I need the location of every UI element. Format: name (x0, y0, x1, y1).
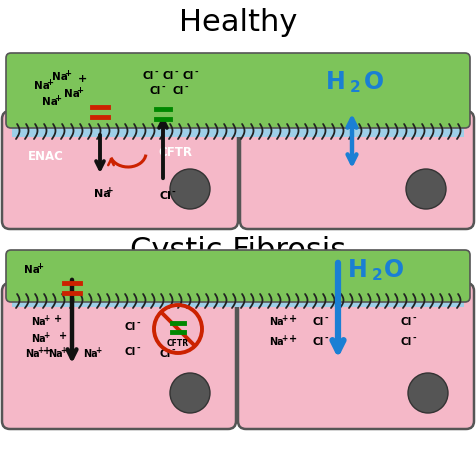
Text: -: - (412, 333, 416, 342)
Text: 2: 2 (350, 79, 361, 94)
Text: Cl: Cl (142, 71, 154, 81)
Text: Cl: Cl (312, 316, 324, 326)
Text: Na: Na (24, 264, 40, 274)
Text: Healthy: Healthy (179, 8, 297, 37)
Text: Cl: Cl (400, 316, 412, 326)
Text: Na: Na (268, 316, 283, 326)
Text: -: - (324, 333, 328, 342)
Text: +: + (106, 185, 114, 195)
Text: Cl: Cl (159, 348, 170, 358)
Text: +: + (281, 333, 287, 342)
Text: -: - (184, 83, 188, 92)
Text: +: + (77, 86, 83, 95)
Text: Na: Na (48, 348, 62, 358)
Text: CFTR: CFTR (158, 145, 192, 158)
Text: +: + (289, 333, 297, 343)
Text: +: + (47, 78, 53, 87)
Text: Na: Na (52, 72, 68, 82)
Text: CFTR: CFTR (167, 338, 189, 347)
Bar (12, 291, 464, 308)
Text: +: + (289, 313, 297, 323)
FancyBboxPatch shape (2, 112, 238, 230)
Text: -: - (174, 68, 178, 77)
Text: Cl: Cl (162, 71, 174, 81)
Text: Cl: Cl (124, 321, 136, 331)
FancyBboxPatch shape (6, 54, 470, 129)
Circle shape (170, 170, 210, 210)
Text: -: - (194, 68, 198, 77)
Bar (12, 120, 464, 138)
Text: Na: Na (268, 336, 283, 346)
Text: -: - (161, 83, 165, 92)
Text: ENAC: ENAC (28, 150, 64, 163)
Text: Cl: Cl (312, 336, 324, 346)
Text: +: + (78, 74, 87, 84)
Text: +: + (37, 345, 43, 354)
Text: +: + (37, 262, 43, 270)
Text: Na: Na (42, 97, 58, 107)
Text: +: + (54, 313, 62, 323)
Text: Na: Na (30, 333, 45, 343)
Text: +: + (281, 313, 287, 322)
Text: -: - (136, 318, 140, 327)
Text: +: + (60, 345, 66, 354)
Text: H: H (348, 257, 368, 281)
FancyBboxPatch shape (2, 283, 236, 429)
Text: -: - (154, 68, 158, 77)
Text: Na: Na (25, 348, 40, 358)
Text: O: O (384, 257, 404, 281)
Text: Na: Na (83, 348, 97, 358)
Text: +: + (43, 330, 49, 339)
Text: Cystic Fibrosis: Cystic Fibrosis (130, 235, 346, 264)
Text: -: - (171, 188, 175, 196)
Text: +: + (43, 345, 51, 355)
Text: Cl: Cl (182, 71, 194, 81)
Text: Cl: Cl (172, 86, 184, 96)
Circle shape (408, 373, 448, 413)
Text: H: H (326, 70, 346, 94)
Text: 2: 2 (372, 267, 383, 282)
Text: +: + (43, 313, 49, 322)
Text: +: + (59, 330, 67, 340)
Text: -: - (136, 343, 140, 352)
Text: +: + (54, 94, 61, 103)
Text: Cl: Cl (159, 190, 171, 201)
Text: O: O (364, 70, 384, 94)
FancyBboxPatch shape (240, 112, 474, 230)
FancyBboxPatch shape (6, 251, 470, 302)
Text: +: + (95, 345, 101, 354)
Text: Cl: Cl (149, 86, 160, 96)
Circle shape (170, 373, 210, 413)
Circle shape (406, 170, 446, 210)
Text: Cl: Cl (124, 346, 136, 356)
Text: -: - (171, 345, 175, 354)
Text: -: - (412, 313, 416, 322)
Text: Na: Na (30, 316, 45, 326)
Text: Cl: Cl (400, 336, 412, 346)
Text: +: + (65, 69, 71, 78)
Text: Na: Na (34, 81, 50, 91)
Text: Na: Na (64, 89, 80, 99)
Text: Na: Na (94, 189, 110, 199)
Text: -: - (324, 313, 328, 322)
FancyBboxPatch shape (238, 283, 474, 429)
